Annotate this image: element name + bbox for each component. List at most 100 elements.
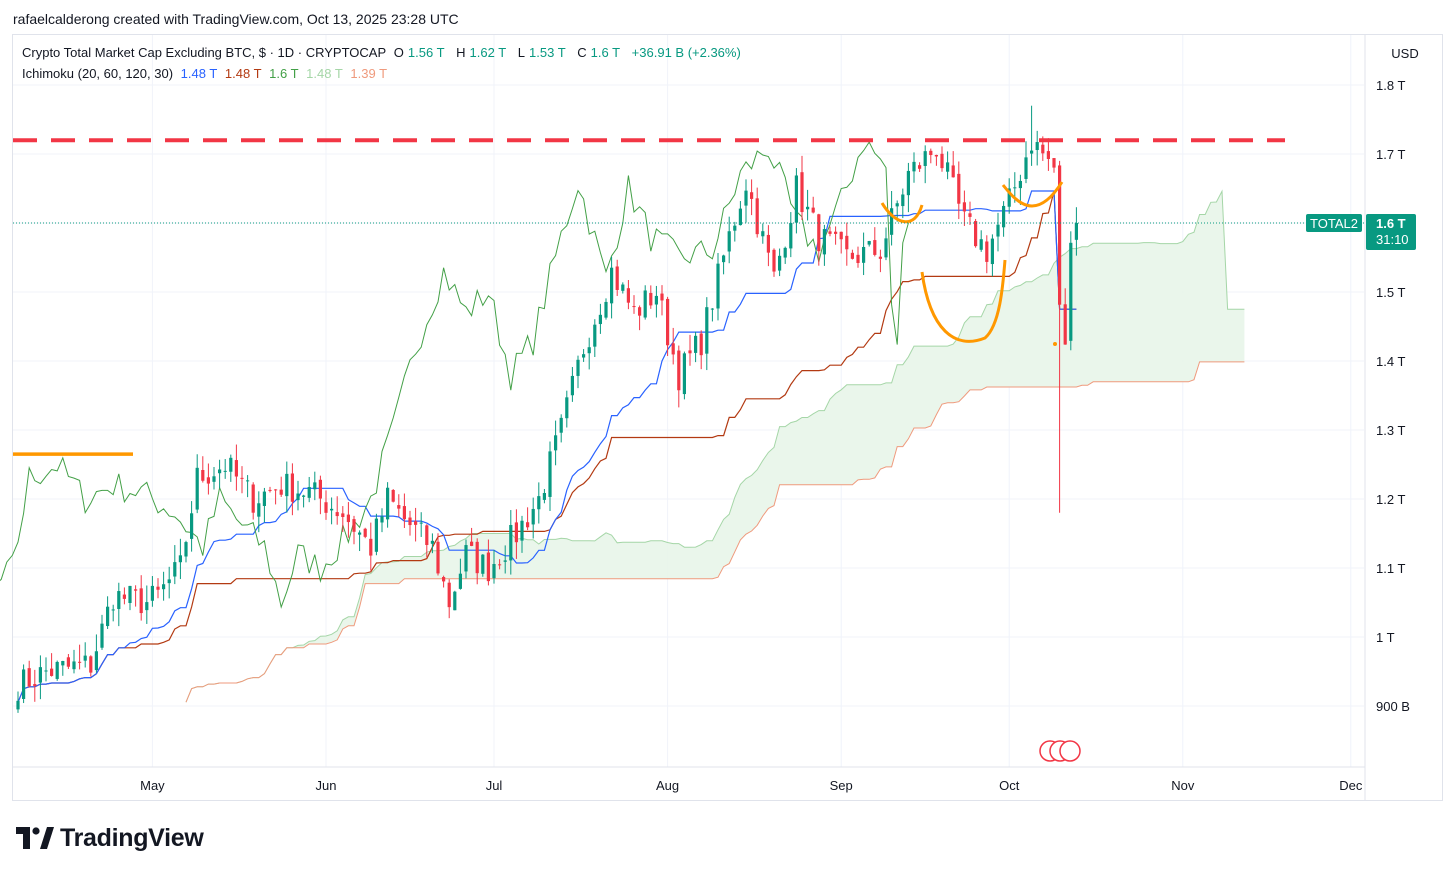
symbol-legend[interactable]: Crypto Total Market Cap Excluding BTC, $… — [22, 45, 745, 60]
high-value: H 1.62 T — [456, 45, 510, 60]
candle-body — [167, 579, 171, 584]
candle-body — [632, 306, 636, 308]
candle-body — [72, 661, 76, 670]
x-tick-label: Jun — [316, 778, 337, 793]
last-price-tag: TOTAL2 1.6 T31:10 — [1306, 214, 1416, 250]
candle-body — [968, 213, 972, 217]
candle-body — [531, 508, 535, 525]
candle-body — [78, 661, 82, 663]
symbol-tag-text: TOTAL2 — [1310, 216, 1358, 231]
candle-body — [677, 350, 681, 391]
low-value: L 1.53 T — [518, 45, 570, 60]
candle-body — [307, 486, 311, 498]
candle-body — [850, 252, 854, 259]
candle-body — [55, 661, 59, 679]
candle-body — [324, 502, 328, 513]
candle-body — [537, 496, 541, 510]
candle-body — [649, 292, 653, 306]
x-tick-label: Nov — [1171, 778, 1195, 793]
candle-body — [660, 293, 664, 301]
candle-body — [436, 541, 440, 574]
candle-body — [195, 467, 199, 510]
conversion-value: 1.48 T — [180, 66, 218, 81]
cup-left-shoulder — [880, 202, 924, 224]
candle-body — [554, 435, 558, 451]
ichimoku-cloud — [186, 191, 1245, 703]
candle-body — [923, 151, 927, 166]
brand-name: TradingView — [60, 823, 204, 852]
candle-body — [100, 623, 104, 648]
candle-body — [408, 517, 412, 526]
candle-body — [638, 307, 642, 316]
candle-body — [262, 491, 266, 506]
candle-body — [341, 513, 345, 518]
base-value: 1.48 T — [224, 66, 262, 81]
candle-body — [542, 492, 546, 500]
candle-body — [402, 506, 406, 520]
candle-body — [128, 585, 132, 604]
candle-body — [1046, 151, 1050, 159]
candle-body — [50, 668, 54, 676]
candle-body — [369, 538, 373, 556]
candle-body — [44, 670, 48, 672]
y-tick-label: 1.7 T — [1376, 147, 1405, 162]
y-tick-label: 1.2 T — [1376, 492, 1405, 507]
candle-body — [817, 214, 821, 252]
candle-body — [206, 477, 210, 484]
candle-body — [794, 175, 798, 223]
chart-caption: rafaelcalderong created with TradingView… — [13, 11, 459, 27]
candle-body — [358, 532, 362, 535]
conversion-line — [17, 190, 1077, 703]
currency-button[interactable]: USD — [1391, 46, 1419, 61]
candle-body — [150, 585, 154, 601]
candle-body — [682, 353, 686, 395]
user-drawings — [13, 138, 1364, 762]
x-tick-label: Jul — [486, 778, 503, 793]
close-number: 1.6 T — [590, 45, 621, 60]
candle-body — [229, 457, 233, 472]
candle-body — [223, 470, 227, 472]
candle-body — [733, 225, 737, 231]
candle-body — [688, 350, 692, 354]
brand[interactable]: TradingView — [16, 822, 204, 854]
candle-body — [16, 700, 20, 710]
candle-body — [296, 493, 300, 501]
candle-body — [744, 190, 748, 206]
candle-body — [335, 512, 339, 517]
open-number: 1.56 T — [407, 45, 445, 60]
candle-body — [1058, 165, 1062, 305]
indicator-name: Ichimoku (20, 60, 120, 30) — [22, 66, 174, 81]
candle-body — [979, 239, 983, 250]
drawing-dot — [1053, 342, 1057, 346]
candle-body — [458, 573, 462, 589]
chart-axes: 1.8 T 1.7 T 1.6 T 1.5 T 1.4 T 1.3 T 1.2 T 1.1 T… — [13, 35, 1410, 800]
candle-body — [789, 223, 793, 249]
candle-body — [895, 203, 899, 207]
candle-body — [430, 540, 434, 544]
candle-body — [475, 541, 479, 574]
candle-body — [593, 324, 597, 347]
symbol-tag — [1306, 214, 1362, 232]
candle-body — [184, 542, 188, 557]
candlestick-series — [16, 105, 1078, 713]
candle-body — [783, 247, 787, 258]
candle-body — [901, 194, 905, 207]
candle-body — [878, 256, 882, 259]
candle-body — [828, 231, 832, 234]
indicator-legend[interactable]: Ichimoku (20, 60, 120, 30) 1.48 T 1.48 T… — [22, 66, 391, 81]
x-tick-label: Sep — [830, 778, 853, 793]
candle-body — [279, 489, 283, 495]
x-tick-label: May — [140, 778, 165, 793]
candle-body — [559, 417, 563, 433]
candle-body — [442, 577, 446, 582]
candle-body — [962, 202, 966, 212]
y-tick-label: 1.4 T — [1376, 354, 1405, 369]
ichimoku-lines — [0, 141, 1245, 703]
cup-base — [920, 259, 1007, 343]
candle-body — [845, 235, 849, 250]
candle-body — [772, 249, 776, 272]
candle-body — [111, 609, 115, 611]
candle-body — [694, 335, 698, 353]
low-number: 1.53 T — [529, 45, 566, 60]
